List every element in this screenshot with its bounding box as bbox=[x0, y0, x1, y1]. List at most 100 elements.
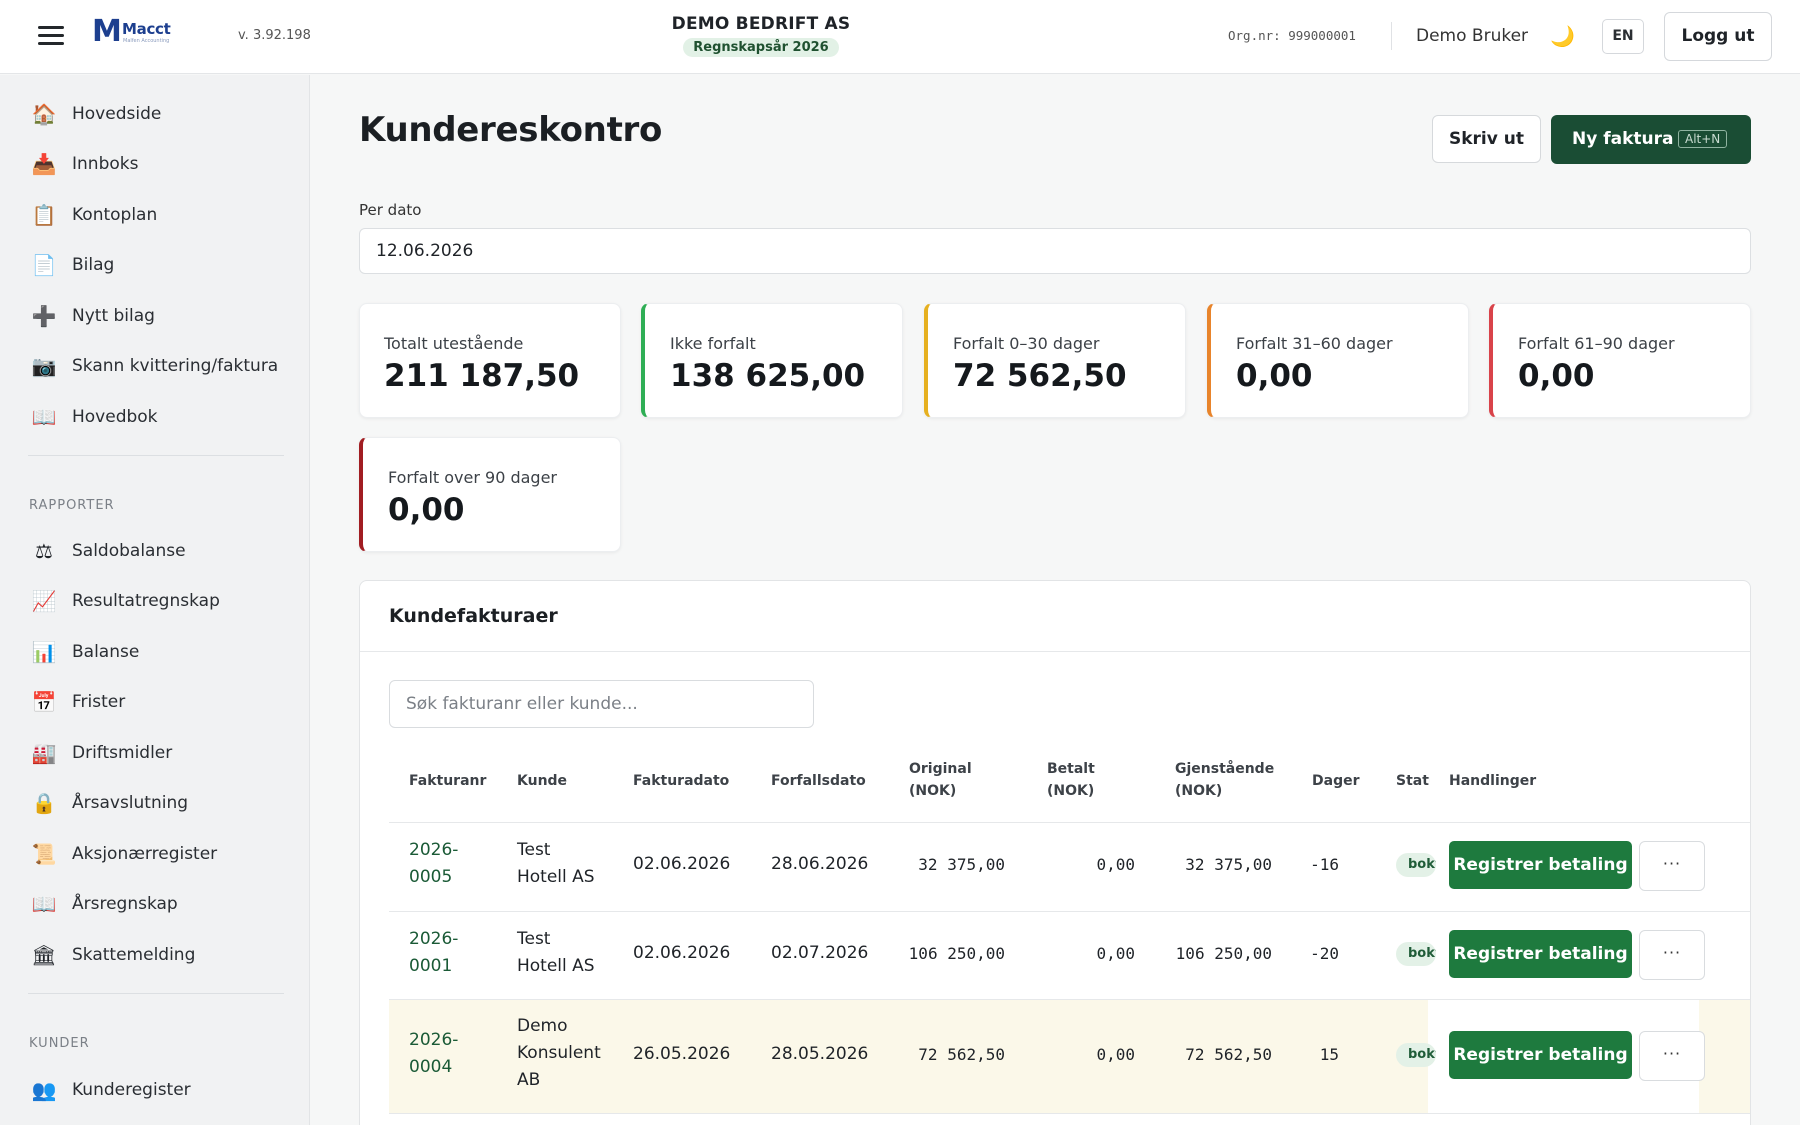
column-header-paid[interactable]: Betalt (NOK) bbox=[1047, 758, 1095, 802]
sidebar-item-saldobalanse[interactable]: ⚖ Saldobalanse bbox=[30, 534, 290, 568]
text-line: Konsulent bbox=[517, 1043, 601, 1063]
menu-icon[interactable] bbox=[38, 26, 64, 46]
sidebar-item-label: Balanse bbox=[72, 642, 140, 662]
sidebar-item-hovedbok[interactable]: 📖 Hovedbok bbox=[30, 400, 290, 434]
text-line: AB bbox=[517, 1070, 541, 1090]
section-title-kunder: KUNDER bbox=[29, 1036, 90, 1051]
language-button[interactable]: EN bbox=[1602, 19, 1644, 54]
sidebar-divider bbox=[28, 993, 284, 994]
card-label: Totalt utestående bbox=[384, 334, 524, 353]
sidebar-item-arsavslutning[interactable]: 🔒 Årsavslutning bbox=[30, 786, 290, 820]
text-line: Hotell AS bbox=[517, 956, 595, 976]
card-label: Forfalt 61–90 dager bbox=[1518, 334, 1675, 353]
shortcut-hint: Alt+N bbox=[1678, 130, 1728, 148]
app-version: v. 3.92.198 bbox=[238, 28, 311, 43]
days-value: -16 bbox=[1310, 855, 1339, 874]
logo-mark: M bbox=[92, 14, 122, 49]
sidebar-item-kunderegister[interactable]: 👥 Kunderegister bbox=[30, 1073, 290, 1107]
invoice-number-link[interactable]: 2026- 0001 bbox=[409, 926, 458, 980]
remaining-amount: 106 250,00 bbox=[1175, 944, 1272, 963]
register-payment-button[interactable]: Registrer betaling bbox=[1449, 930, 1632, 978]
status-badge: bokført bbox=[1396, 853, 1436, 877]
invoice-number-link[interactable]: 2026- 0005 bbox=[409, 837, 458, 891]
column-header-status[interactable]: Status bbox=[1396, 773, 1430, 789]
sidebar-item-resultatregnskap[interactable]: 📈 Resultatregnskap bbox=[30, 584, 290, 618]
summary-card-overdue-31-60: Forfalt 31–60 dager 0,00 bbox=[1207, 303, 1469, 418]
column-header-days[interactable]: Dager bbox=[1312, 773, 1360, 789]
header-line: Original bbox=[909, 761, 972, 777]
divider bbox=[1391, 22, 1392, 50]
fiscal-year-badge: Regnskapsår 2026 bbox=[683, 38, 839, 57]
sidebar-item-label: Årsregnskap bbox=[72, 894, 178, 914]
sidebar-item-bilag[interactable]: 📄 Bilag bbox=[30, 248, 290, 282]
sidebar-item-innboks[interactable]: 📥 Innboks bbox=[30, 147, 290, 181]
inbox-icon: 📥 bbox=[31, 152, 57, 176]
column-header-due-date[interactable]: Forfallsdato bbox=[771, 773, 866, 789]
column-header-original[interactable]: Original (NOK) bbox=[909, 758, 972, 802]
logo[interactable]: M Macct Malfen Accounting bbox=[92, 16, 182, 50]
sidebar-item-label: Bilag bbox=[72, 255, 115, 275]
column-header-remaining[interactable]: Gjenstående (NOK) bbox=[1175, 758, 1274, 802]
summary-card-overdue-90-plus: Forfalt over 90 dager 0,00 bbox=[359, 437, 621, 552]
card-value: 0,00 bbox=[1518, 358, 1595, 394]
summary-card-not-due: Ikke forfalt 138 625,00 bbox=[641, 303, 903, 418]
company-name: DEMO BEDRIFT AS bbox=[671, 14, 851, 34]
sidebar-item-hovedside[interactable]: 🏠 Hovedside bbox=[30, 97, 290, 131]
original-amount: 32 375,00 bbox=[918, 855, 1005, 874]
column-header-customer[interactable]: Kunde bbox=[517, 773, 568, 789]
sidebar-item-kontoplan[interactable]: 📋 Kontoplan bbox=[30, 198, 290, 232]
print-button[interactable]: Skriv ut bbox=[1432, 115, 1541, 163]
register-payment-button[interactable]: Registrer betaling bbox=[1449, 841, 1632, 889]
due-date: 28.06.2026 bbox=[771, 854, 869, 874]
search-input[interactable] bbox=[389, 680, 814, 728]
text-line: Hotell AS bbox=[517, 867, 595, 887]
sidebar-item-skattemelding[interactable]: 🏛 Skattemelding bbox=[30, 938, 290, 972]
logout-button[interactable]: Logg ut bbox=[1664, 12, 1772, 61]
sidebar-item-balanse[interactable]: 📊 Balanse bbox=[30, 635, 290, 669]
more-actions-button[interactable]: ··· bbox=[1639, 841, 1705, 891]
date-label: Per dato bbox=[359, 201, 422, 219]
sidebar-divider bbox=[28, 455, 284, 456]
sidebar-item-arsregnskap[interactable]: 📖 Årsregnskap bbox=[30, 887, 290, 921]
card-label: Forfalt 0–30 dager bbox=[953, 334, 1100, 353]
card-label: Forfalt over 90 dager bbox=[388, 468, 557, 487]
more-actions-button[interactable]: ··· bbox=[1639, 930, 1705, 980]
card-label: Forfalt 31–60 dager bbox=[1236, 334, 1393, 353]
invoice-date: 02.06.2026 bbox=[633, 854, 731, 874]
new-invoice-button[interactable]: Ny faktura Alt+N bbox=[1551, 115, 1751, 164]
invoice-number-link[interactable]: 2026- 0004 bbox=[409, 1027, 458, 1081]
invoices-panel: Kundefakturaer Fakturanr Kunde Fakturada… bbox=[359, 580, 1751, 1125]
page-title: Kundereskontro bbox=[359, 110, 663, 150]
more-actions-button[interactable]: ··· bbox=[1639, 1031, 1705, 1081]
scroll-icon: 📜 bbox=[31, 842, 57, 866]
sidebar-item-aksjonaerregister[interactable]: 📜 Aksjonærregister bbox=[30, 837, 290, 871]
sidebar-item-driftsmidler[interactable]: 🏭 Driftsmidler bbox=[30, 736, 290, 770]
sidebar-item-label: Driftsmidler bbox=[72, 743, 173, 763]
sidebar-item-skann[interactable]: 📷 Skann kvittering/faktura bbox=[30, 349, 290, 383]
header-line: (NOK) bbox=[909, 783, 957, 799]
sidebar-item-label: Nytt bilag bbox=[72, 306, 155, 326]
row-divider bbox=[389, 822, 1750, 823]
text-line: 2026- bbox=[409, 929, 459, 949]
card-value: 0,00 bbox=[1236, 358, 1313, 394]
column-header-invoice-date[interactable]: Fakturadato bbox=[633, 773, 730, 789]
register-payment-button[interactable]: Registrer betaling bbox=[1449, 1031, 1632, 1079]
sidebar-item-frister[interactable]: 📅 Frister bbox=[30, 685, 290, 719]
header-line: Gjenstående bbox=[1175, 761, 1275, 777]
text-line: Demo bbox=[517, 1016, 568, 1036]
text-line: Test bbox=[517, 840, 551, 860]
bank-icon: 🏛 bbox=[31, 943, 57, 967]
text-line: 2026- bbox=[409, 840, 459, 860]
sidebar-item-label: Hovedbok bbox=[72, 407, 158, 427]
remaining-amount: 72 562,50 bbox=[1185, 1045, 1272, 1064]
sidebar-item-label: Kunderegister bbox=[72, 1080, 191, 1100]
column-header-nr[interactable]: Fakturanr bbox=[409, 773, 487, 789]
date-field[interactable]: 12.06.2026 bbox=[359, 228, 1751, 274]
text-line: 0001 bbox=[409, 956, 453, 976]
invoice-date: 26.05.2026 bbox=[633, 1044, 731, 1064]
sidebar-item-nytt-bilag[interactable]: ➕ Nytt bilag bbox=[30, 299, 290, 333]
summary-card-total: Totalt utestående 211 187,50 bbox=[359, 303, 621, 418]
card-value: 0,00 bbox=[388, 492, 465, 528]
camera-icon: 📷 bbox=[31, 354, 57, 378]
dark-mode-toggle-icon[interactable]: 🌙 bbox=[1550, 24, 1575, 48]
